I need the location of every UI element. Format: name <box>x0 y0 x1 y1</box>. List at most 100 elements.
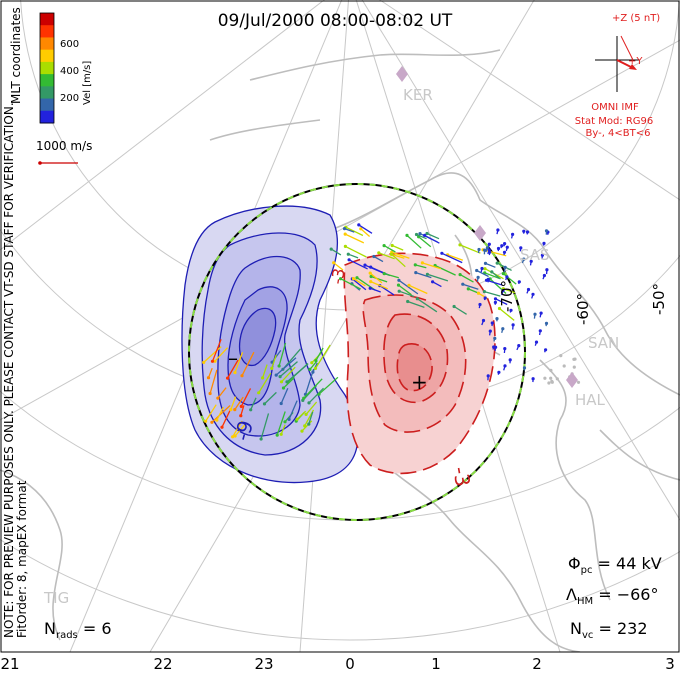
velocity-vector <box>453 305 467 315</box>
velocity-vector-dot <box>500 244 504 248</box>
velocity-vector-dot <box>300 429 304 433</box>
station-label-ker: KER <box>403 86 433 104</box>
contour-label-dawn-inner: -3 <box>327 267 348 286</box>
velocity-vector-dot <box>204 419 208 423</box>
coordinate-system-label: MLT coordinates <box>9 7 23 104</box>
cross-polar-potential: Φpc = 44 kV <box>568 554 662 576</box>
velocity-vector <box>416 233 427 240</box>
velocity-vector-dot <box>210 359 215 363</box>
velocity-vector-dot <box>501 327 505 331</box>
velocity-vector <box>447 254 464 261</box>
station-label-san: SAN <box>588 334 619 352</box>
velocity-vector-dot <box>488 329 492 333</box>
velocity-vector-dot <box>544 348 548 352</box>
velocity-vector-dot <box>423 233 427 237</box>
velocity-vector <box>281 366 296 383</box>
velocity-vector <box>415 264 427 269</box>
velocity-vector <box>485 262 496 268</box>
velocity-vector-dot <box>493 336 497 340</box>
velocity-vector <box>303 378 323 399</box>
velocity-vector <box>391 253 405 259</box>
station-marker-san <box>566 372 578 388</box>
velocity-vector-dot <box>431 280 435 284</box>
velocity-vector <box>275 357 297 376</box>
velocity-vector-dot <box>304 412 308 416</box>
velocity-vector <box>348 253 359 259</box>
velocity-vector <box>369 287 381 293</box>
station-label-tig: TIG <box>43 589 69 607</box>
plot-title: 09/Jul/2000 08:00-08:02 UT <box>218 11 453 31</box>
velocity-vector-dot <box>542 273 547 278</box>
velocity-vector-dot <box>279 401 283 406</box>
velocity-vector-dot <box>262 402 267 406</box>
velocity-vector <box>296 410 307 420</box>
velocity-vector <box>491 271 501 280</box>
velocity-vector-dot <box>281 386 286 390</box>
velocity-vector-dot <box>497 370 501 374</box>
velocity-vector-dot <box>239 414 243 418</box>
velocity-vector-dot <box>495 317 499 321</box>
velocity-vector-dot <box>517 280 521 284</box>
velocity-vector-dot <box>420 261 424 265</box>
heppner-maynard-latitude: ΛHM = −66° <box>566 585 658 607</box>
plot-frame <box>0 0 680 653</box>
velocity-vector-dot <box>307 422 311 426</box>
velocity-vector-dot <box>502 250 507 254</box>
velocity-vector-dot <box>540 253 545 257</box>
velocity-vector-dot <box>549 376 553 380</box>
velocity-vector-dot <box>369 274 373 279</box>
velocity-vector-dot <box>382 244 386 248</box>
velocity-vector <box>217 387 227 399</box>
velocity-vector <box>407 300 425 309</box>
velocity-vector-dot <box>496 228 500 232</box>
velocity-vector <box>221 409 232 428</box>
velocity-vector-dot <box>210 420 214 424</box>
velocity-vector <box>373 255 384 263</box>
velocity-vector-dot <box>522 366 527 370</box>
mlt-axis: 21 22 23 0 1 2 3 <box>0 655 674 673</box>
velocity-vector-dot <box>529 259 533 263</box>
velocity-vector-dot <box>496 246 501 251</box>
velocity-vector-dot <box>277 364 281 368</box>
velocity-vector <box>502 273 517 285</box>
velocity-vector-dot <box>543 376 547 380</box>
velocity-vector-dot <box>486 374 490 378</box>
potential-maximum-marker: + <box>411 370 428 394</box>
velocity-vector <box>260 413 270 440</box>
velocity-vector <box>276 411 286 436</box>
velocity-vector-dot <box>533 312 537 316</box>
velocity-vector-dot <box>493 300 497 304</box>
station-label-hal: HAL <box>575 391 606 409</box>
velocity-vector-dot <box>283 420 287 424</box>
velocity-vector-dot <box>485 246 489 250</box>
velocity-vector-dot <box>480 266 484 271</box>
velocity-vector-dot <box>483 261 488 265</box>
velocity-vector-dot <box>545 268 549 272</box>
mlt-tick-22: 22 <box>153 655 172 673</box>
velocity-vector-dot <box>549 368 553 372</box>
velocity-vector-dot <box>275 433 279 437</box>
velocity-vector <box>314 344 331 369</box>
velocity-vector-dot <box>368 286 372 290</box>
velocity-vector-dot <box>405 233 409 237</box>
velocity-vector-dot <box>240 374 244 378</box>
velocity-vector-dot <box>233 408 237 412</box>
colorbar-swatch <box>40 86 54 100</box>
velocity-vector-dot <box>329 247 333 251</box>
velocity-vector-dot <box>342 227 347 231</box>
velocity-vector-dot <box>357 223 361 227</box>
imf-stat-mod: Stat Mod: RG96 <box>575 116 654 127</box>
velocity-vector <box>203 346 222 363</box>
velocity-vector-dot <box>503 265 507 269</box>
velocity-vector-dot <box>511 323 515 327</box>
velocity-vector <box>344 227 355 233</box>
velocity-vector <box>315 347 324 361</box>
velocity-vector <box>358 224 373 234</box>
velocity-vector-dot <box>461 282 465 286</box>
velocity-vector-dot <box>415 297 419 301</box>
velocity-vector-dot <box>555 377 559 381</box>
velocity-scale-dot <box>38 161 42 165</box>
contour-labels: -9 -3 -3 <box>230 267 476 489</box>
velocity-vector <box>459 274 474 283</box>
velocity-vector-dot <box>390 243 394 248</box>
